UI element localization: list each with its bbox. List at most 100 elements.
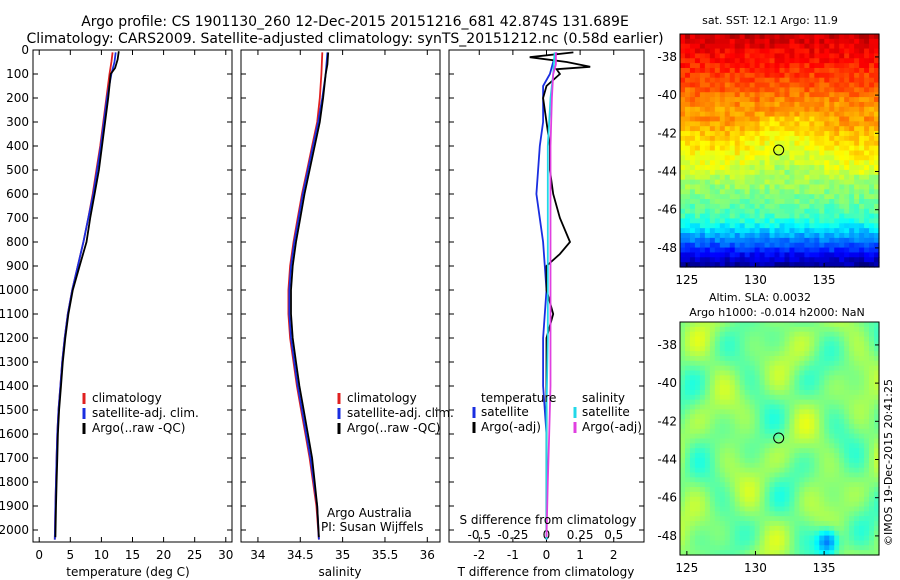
heatmap-cell <box>684 443 691 449</box>
heatmap-cell <box>769 414 776 420</box>
heatmap-cell <box>724 92 731 98</box>
heatmap-cell <box>739 511 746 517</box>
heatmap-cell <box>874 155 880 161</box>
heatmap-cell <box>769 448 776 454</box>
heatmap-cell <box>859 116 865 122</box>
heatmap-cell <box>839 540 845 546</box>
heatmap-cell <box>859 491 865 498</box>
heatmap-cell <box>749 165 756 171</box>
heatmap-cell <box>749 150 756 156</box>
heatmap-cell <box>789 101 796 108</box>
heatmap-cell <box>849 252 855 258</box>
heatmap-cell <box>819 218 825 224</box>
heatmap-cell <box>789 72 796 79</box>
heatmap-cell <box>809 530 815 537</box>
heatmap-cell <box>789 419 796 425</box>
heatmap-cell <box>680 203 686 210</box>
heatmap-cell <box>680 179 686 186</box>
heatmap-cell <box>774 169 781 176</box>
heatmap-cell <box>799 428 805 435</box>
heatmap-cell <box>774 355 781 362</box>
heatmap-cell <box>759 92 766 98</box>
heatmap-cell <box>774 174 781 181</box>
heatmap-cell <box>754 535 761 542</box>
heatmap-cell <box>714 223 721 229</box>
heatmap-cell <box>814 82 820 88</box>
heatmap-cell <box>859 521 865 527</box>
map-x-tick-label: 125 <box>675 273 698 287</box>
heatmap-cell <box>729 135 736 142</box>
heatmap-cell <box>764 385 771 391</box>
heatmap-cell <box>789 341 796 347</box>
heatmap-cell <box>749 525 756 532</box>
heatmap-cell <box>709 399 716 406</box>
heatmap-cell <box>809 34 815 40</box>
heatmap-cell <box>759 511 766 517</box>
heatmap-cell <box>680 262 686 268</box>
heatmap-cell <box>764 521 771 527</box>
heatmap-cell <box>689 336 696 343</box>
heatmap-cell <box>814 87 820 93</box>
heatmap-cell <box>680 77 686 84</box>
heatmap-cell <box>874 535 880 542</box>
heatmap-cell <box>754 106 761 113</box>
heatmap-cell <box>869 511 875 517</box>
heatmap-cell <box>774 126 781 132</box>
heatmap-cell <box>769 389 776 396</box>
heatmap-cell <box>704 375 711 381</box>
heatmap-cell <box>689 380 696 386</box>
heatmap-cell <box>719 472 726 478</box>
heatmap-cell <box>749 228 756 234</box>
heatmap-cell <box>764 111 771 118</box>
heatmap-cell <box>869 535 875 542</box>
heatmap-cell <box>859 467 865 474</box>
heatmap-cell <box>844 501 850 508</box>
heatmap-cell <box>834 72 840 79</box>
heatmap-cell <box>809 111 815 118</box>
heatmap-cell <box>849 184 855 190</box>
heatmap-cell <box>739 326 746 333</box>
heatmap-cell <box>699 48 706 55</box>
heatmap-cell <box>754 121 761 127</box>
heatmap-cell <box>729 365 736 372</box>
heatmap-cell <box>849 92 855 98</box>
heatmap-cell <box>724 67 731 74</box>
heatmap-cell <box>804 121 810 127</box>
heatmap-cell <box>814 262 820 268</box>
heatmap-cell <box>829 457 835 464</box>
heatmap-cell <box>814 438 820 444</box>
heatmap-cell <box>779 111 786 118</box>
heatmap-cell <box>699 135 706 142</box>
heatmap-cell <box>874 160 880 166</box>
heatmap-cell <box>794 322 800 328</box>
heatmap-cell <box>794 525 800 532</box>
heatmap-cell <box>684 140 691 147</box>
heatmap-cell <box>814 77 820 84</box>
heatmap-cell <box>839 487 845 493</box>
heatmap-cell <box>689 247 696 254</box>
heatmap-cell <box>759 487 766 493</box>
heatmap-cell <box>759 477 766 483</box>
heatmap-cell <box>854 409 860 415</box>
heatmap-cell <box>729 194 736 200</box>
heatmap-cell <box>869 101 875 108</box>
heatmap-cell <box>834 521 840 527</box>
heatmap-cell <box>684 423 691 430</box>
heatmap-cell <box>874 394 880 401</box>
heatmap-cell <box>799 438 805 444</box>
heatmap-cell <box>799 194 805 200</box>
heatmap-cell <box>774 111 781 118</box>
heatmap-cell <box>734 351 741 357</box>
heatmap-cell <box>759 228 766 234</box>
heatmap-cell <box>699 199 706 205</box>
heatmap-cell <box>844 545 850 551</box>
heatmap-cell <box>864 423 870 430</box>
heatmap-cell <box>829 126 835 132</box>
heatmap-cell <box>714 394 721 401</box>
heatmap-cell <box>809 179 815 186</box>
heatmap-cell <box>684 496 691 503</box>
heatmap-cell <box>734 443 741 449</box>
heatmap-cell <box>829 48 835 55</box>
heatmap-cell <box>819 34 825 40</box>
heatmap-cell <box>789 355 796 362</box>
